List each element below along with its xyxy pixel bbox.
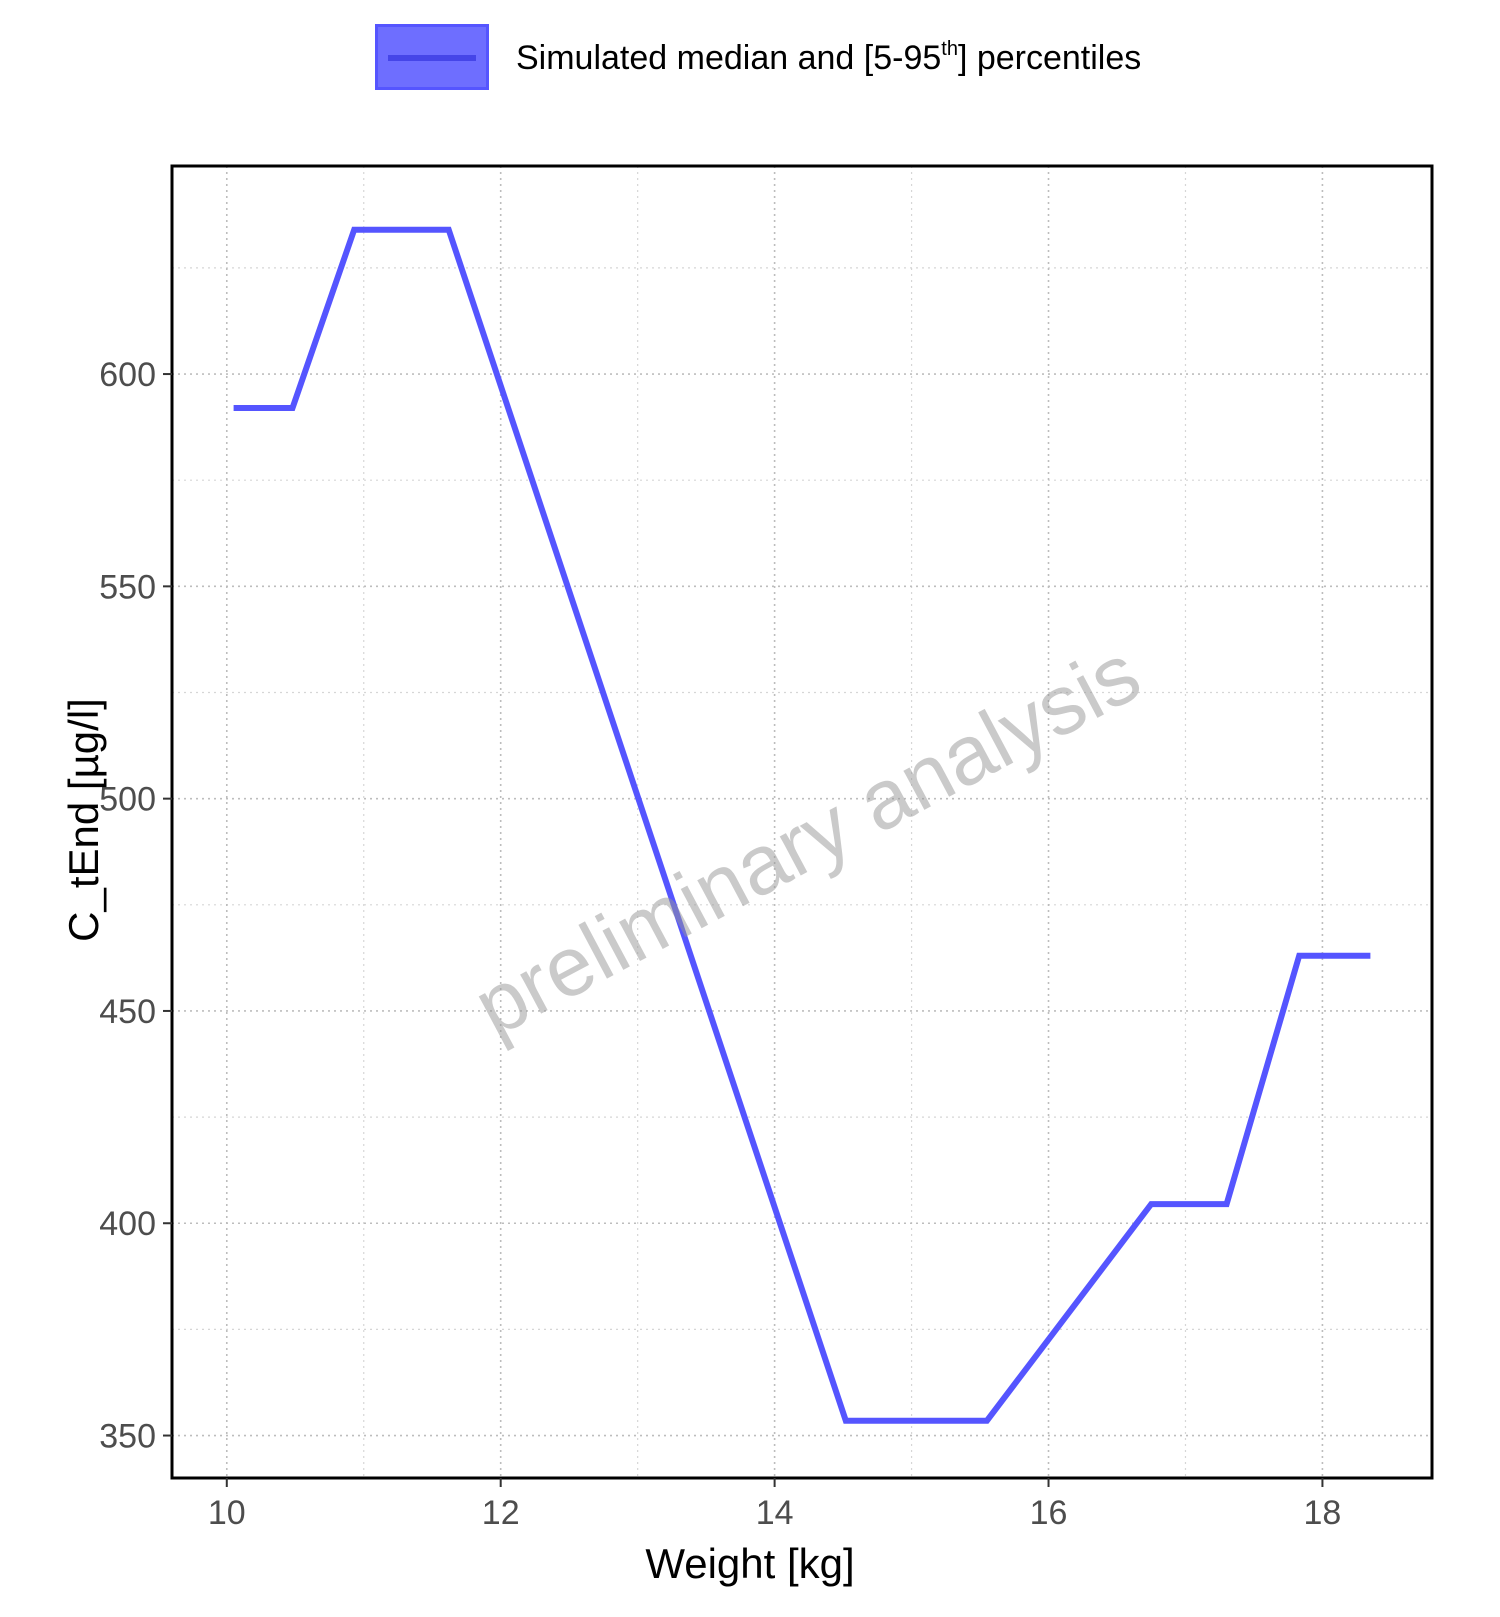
axis-ticks: 10 12 14 16 18 350 400 450 500 550 600 [99,356,1341,1532]
y-tick-label: 350 [99,1418,156,1456]
legend-label: Simulated median and [5-95th] percentile… [516,38,1141,78]
legend-label-after: ] percentiles [957,39,1142,77]
x-tick-label: 10 [208,1494,246,1532]
y-tick-label: 600 [99,356,156,394]
x-tick-label: 16 [1030,1494,1068,1532]
major-gridlines [172,166,1432,1478]
y-tick-label: 450 [99,993,156,1031]
x-tick-label: 14 [756,1494,794,1532]
y-tick-label: 500 [99,781,156,819]
legend-key-line [388,55,476,61]
series-layer [233,226,1371,1424]
y-tick-label: 400 [99,1205,156,1243]
x-axis-title: Weight [kg] [645,1540,855,1587]
x-tick-label: 12 [482,1494,520,1532]
legend-label-before: Simulated median and [5-95 [516,39,942,77]
plot-panel-border [170,164,1434,1480]
series-median-line [233,226,1371,1424]
x-tick-label: 18 [1304,1494,1342,1532]
y-tick-label: 550 [99,568,156,606]
legend-key-swatch [375,24,489,90]
y-axis-title: C_tEnd [µg/l] [60,698,107,942]
minor-gridlines [172,166,1432,1478]
legend-label-sup: th [941,38,958,60]
legend: Simulated median and [5-95th] percentile… [0,20,1500,90]
